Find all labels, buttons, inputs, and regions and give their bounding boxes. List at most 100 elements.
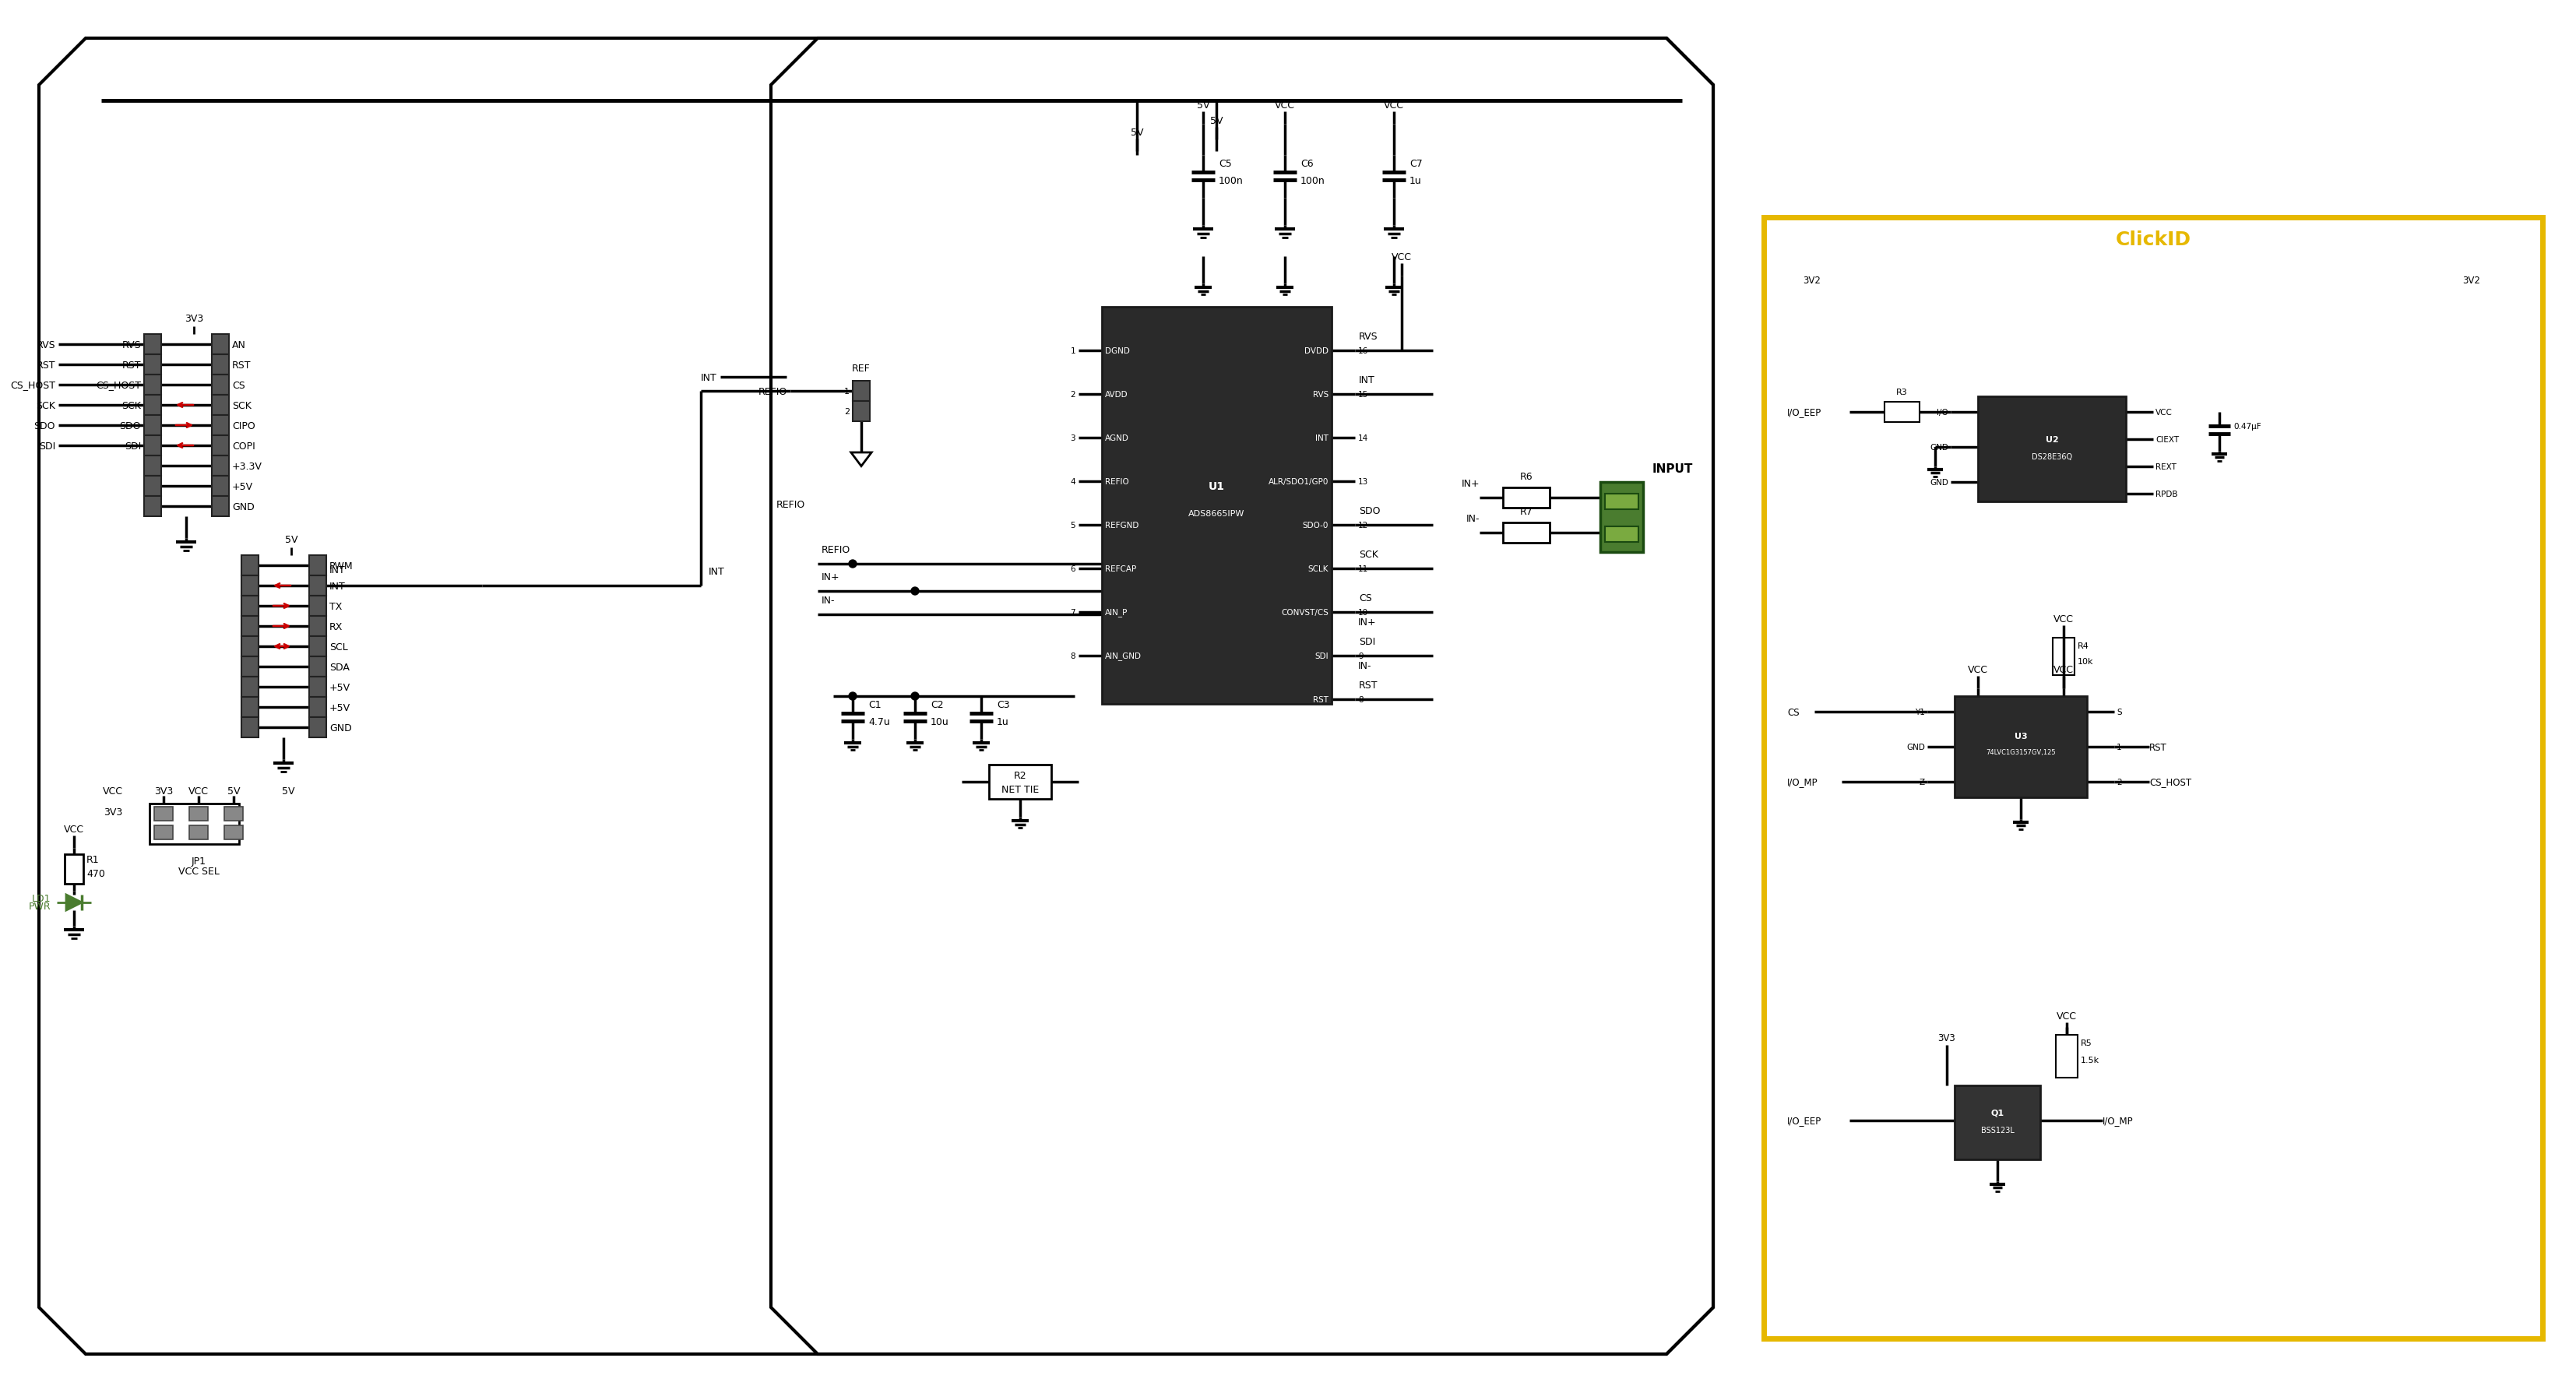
Bar <box>211 497 229 517</box>
Bar <box>188 806 209 820</box>
Bar <box>989 764 1051 799</box>
Polygon shape <box>67 895 82 910</box>
Text: 100n: 100n <box>1301 175 1324 186</box>
Text: I/O_MP: I/O_MP <box>2102 1116 2133 1126</box>
Text: INT: INT <box>330 581 345 591</box>
Text: VCC: VCC <box>1383 101 1404 111</box>
Bar <box>144 456 162 476</box>
Bar <box>144 335 162 354</box>
Polygon shape <box>850 454 871 466</box>
Text: REFGND: REFGND <box>1105 521 1139 529</box>
Text: JP1: JP1 <box>191 855 206 867</box>
Bar <box>155 806 173 820</box>
Text: 2: 2 <box>845 407 850 416</box>
Text: SCLK: SCLK <box>1309 566 1329 573</box>
Text: R1: R1 <box>88 855 100 865</box>
Text: GND: GND <box>1929 444 1947 451</box>
Bar <box>242 596 258 616</box>
Text: VCC: VCC <box>2053 665 2074 675</box>
Text: 1u: 1u <box>1409 175 1422 186</box>
Text: 5V: 5V <box>286 535 299 545</box>
Text: INPUT: INPUT <box>1651 463 1692 475</box>
Text: 1.5k: 1.5k <box>2081 1056 2099 1064</box>
Bar <box>1765 218 2543 1338</box>
Bar <box>853 381 871 402</box>
Bar <box>1955 696 2087 798</box>
Text: CS: CS <box>1788 707 1798 717</box>
Text: SDO-0: SDO-0 <box>1303 521 1329 529</box>
Text: TX: TX <box>330 601 343 612</box>
Text: S: S <box>2117 708 2123 715</box>
Bar <box>2053 638 2074 675</box>
Text: 13: 13 <box>1358 477 1368 486</box>
Circle shape <box>850 560 858 568</box>
Text: NET TIE: NET TIE <box>1002 785 1038 795</box>
Text: 100n: 100n <box>1218 175 1244 186</box>
Text: GND: GND <box>1929 479 1947 486</box>
Text: SDO: SDO <box>1360 505 1381 517</box>
Bar <box>144 476 162 497</box>
Text: REFIO: REFIO <box>822 545 850 554</box>
Text: C3: C3 <box>997 699 1010 710</box>
Bar <box>211 335 229 354</box>
Text: VCC SEL: VCC SEL <box>178 867 219 876</box>
Text: 3V3: 3V3 <box>103 806 121 818</box>
Bar <box>309 637 327 657</box>
Text: 10u: 10u <box>930 717 948 727</box>
Text: RST: RST <box>2148 742 2166 752</box>
Bar <box>1502 489 1551 508</box>
Text: SDI: SDI <box>1314 652 1329 659</box>
Text: CIEXT: CIEXT <box>2156 435 2179 444</box>
Text: SCK: SCK <box>232 400 252 410</box>
Bar <box>1605 526 1638 542</box>
Text: IN+: IN+ <box>1358 617 1376 627</box>
Text: IN+: IN+ <box>822 573 840 582</box>
Text: 5: 5 <box>1069 521 1074 529</box>
Bar <box>144 497 162 517</box>
Text: Y1: Y1 <box>1914 708 1924 715</box>
Text: REFIO: REFIO <box>775 500 804 510</box>
Bar <box>1605 494 1638 510</box>
Bar <box>149 804 240 844</box>
Text: SDI: SDI <box>1360 637 1376 647</box>
Text: RVS: RVS <box>36 340 54 350</box>
Text: 3V2: 3V2 <box>1803 274 1821 286</box>
Bar <box>64 854 82 883</box>
Text: 3V2: 3V2 <box>2463 274 2481 286</box>
Text: RST: RST <box>232 360 250 370</box>
Text: INT: INT <box>1316 434 1329 442</box>
Text: RST: RST <box>1314 696 1329 704</box>
Text: IN+: IN+ <box>1461 479 1479 489</box>
Text: SCK: SCK <box>1360 549 1378 560</box>
Text: 1: 1 <box>2117 743 2123 750</box>
Text: CS_HOST: CS_HOST <box>2148 777 2192 787</box>
Text: 5V: 5V <box>1131 127 1144 137</box>
Text: I/O_MP: I/O_MP <box>1788 777 1819 787</box>
Text: 3V3: 3V3 <box>155 785 173 797</box>
Text: VCC: VCC <box>1391 252 1412 262</box>
Text: IN-: IN- <box>1358 661 1370 671</box>
Text: 3V3: 3V3 <box>1937 1033 1955 1043</box>
Bar <box>144 435 162 456</box>
Text: 8: 8 <box>1069 652 1074 659</box>
Text: BSS123L: BSS123L <box>1981 1126 2014 1134</box>
Bar <box>242 575 258 596</box>
Text: 74LVC1G3157GV,125: 74LVC1G3157GV,125 <box>1986 748 2056 755</box>
Text: R7: R7 <box>1520 507 1533 517</box>
Text: U1: U1 <box>1208 482 1224 491</box>
Text: VCC: VCC <box>2056 1011 2076 1021</box>
Text: SCL: SCL <box>330 641 348 652</box>
Bar <box>211 476 229 497</box>
Bar <box>211 416 229 435</box>
Text: R3: R3 <box>1896 388 1906 396</box>
Text: 5V: 5V <box>1211 116 1224 126</box>
Text: ADS8665IPW: ADS8665IPW <box>1188 510 1244 518</box>
Text: VCC: VCC <box>1968 665 1989 675</box>
Bar <box>309 596 327 616</box>
Bar <box>188 826 209 840</box>
Text: VCC: VCC <box>2053 615 2074 624</box>
Text: 470: 470 <box>88 868 106 878</box>
Text: GND: GND <box>232 501 255 511</box>
Text: 6: 6 <box>1069 566 1074 573</box>
Bar <box>1955 1085 2040 1159</box>
